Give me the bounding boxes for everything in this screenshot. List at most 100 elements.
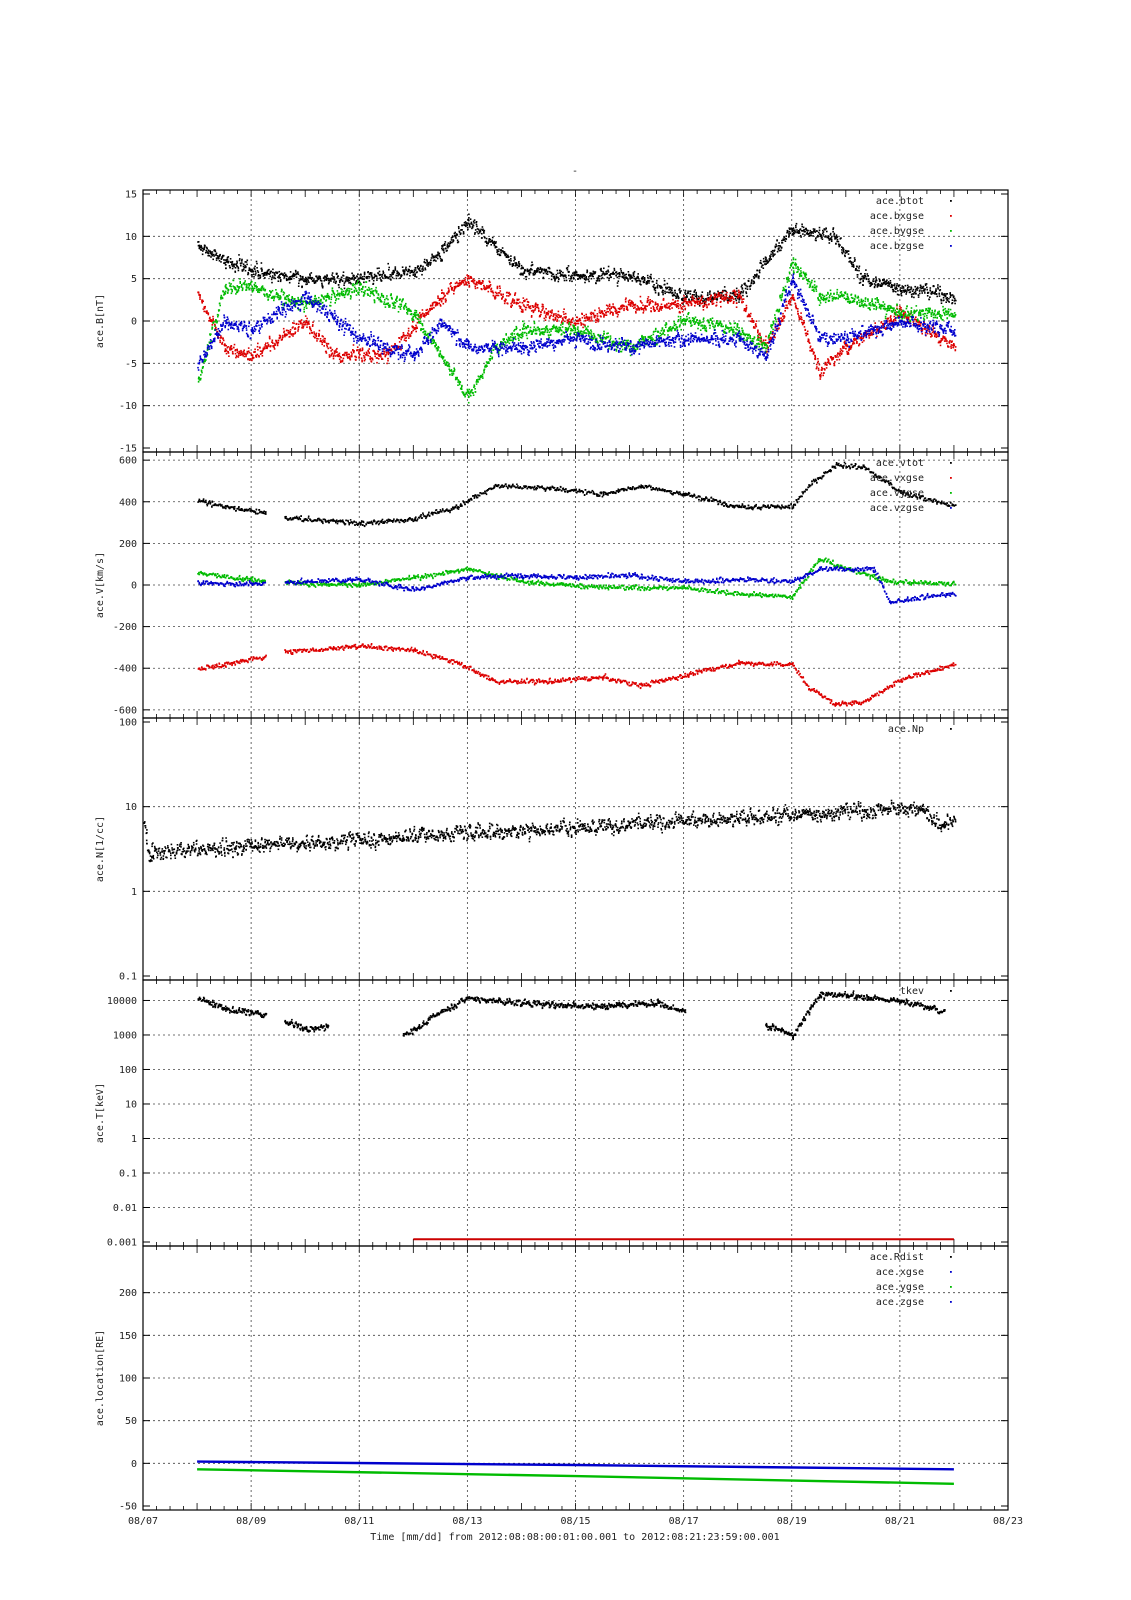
data-point (873, 285, 876, 288)
data-point (481, 237, 483, 239)
data-point (215, 252, 218, 255)
data-point (756, 275, 758, 277)
data-point (878, 280, 881, 283)
data-point (528, 273, 531, 276)
data-point (494, 295, 496, 298)
data-point (367, 349, 369, 352)
data-point (235, 356, 237, 359)
data-point (294, 328, 297, 330)
data-point (330, 277, 333, 280)
data-point (682, 303, 684, 305)
data-point (372, 279, 375, 282)
data-point (399, 277, 401, 279)
data-point (842, 248, 845, 251)
data-point (378, 270, 381, 273)
data-point (438, 299, 441, 302)
data-point (313, 279, 315, 281)
data-point (310, 272, 313, 274)
data-point (832, 227, 835, 229)
data-point (253, 267, 255, 269)
data-point (231, 262, 233, 264)
data-point (765, 257, 767, 259)
data-point (285, 298, 288, 301)
data-point (426, 311, 429, 314)
data-point (735, 296, 738, 298)
data-point (297, 273, 300, 276)
data-point (330, 296, 333, 298)
data-point (660, 303, 663, 306)
data-point (279, 297, 282, 299)
data-point (858, 282, 861, 284)
data-point (266, 345, 268, 347)
data-point (508, 261, 511, 264)
data-point (911, 296, 913, 298)
data-point (376, 352, 379, 355)
data-point (462, 282, 465, 284)
data-point (219, 304, 221, 307)
data-point (257, 291, 259, 293)
data-point (324, 278, 326, 281)
data-point (320, 298, 322, 301)
data-point (641, 276, 643, 279)
data-point (475, 223, 478, 226)
data-point (337, 355, 340, 358)
data-point (474, 229, 477, 231)
data-point (802, 322, 805, 325)
data-point (899, 287, 902, 289)
data-point (534, 307, 537, 310)
data-point (333, 352, 336, 355)
data-point (400, 337, 403, 339)
data-point (473, 279, 476, 282)
data-point (282, 273, 284, 275)
data-point (807, 232, 809, 235)
data-point (728, 297, 730, 300)
data-point (228, 265, 231, 267)
data-point (650, 277, 652, 279)
data-point (522, 304, 525, 306)
data-point (421, 270, 424, 272)
data-point (709, 293, 711, 295)
data-point (717, 290, 719, 293)
data-point (201, 300, 203, 303)
data-point (721, 298, 724, 301)
data-point (336, 354, 339, 356)
data-point (323, 345, 325, 347)
data-point (687, 292, 690, 294)
data-point (833, 232, 836, 235)
data-point (435, 260, 437, 262)
data-point (798, 230, 800, 233)
data-point (321, 343, 323, 346)
data-point (752, 321, 755, 323)
data-point (880, 285, 883, 287)
data-point (426, 260, 428, 263)
data-point (758, 271, 761, 274)
data-point (242, 265, 245, 268)
data-point (820, 233, 822, 236)
data-point (449, 241, 452, 243)
data-point (227, 290, 229, 292)
data-point (263, 293, 265, 296)
data-point (360, 357, 363, 359)
data-point (718, 294, 721, 296)
data-point (569, 323, 572, 326)
data-point (803, 228, 805, 231)
data-point (742, 294, 744, 297)
data-point (473, 282, 475, 285)
data-point (407, 327, 410, 330)
data-point (677, 307, 680, 310)
data-point (405, 268, 407, 270)
data-point (602, 270, 604, 273)
data-point (301, 327, 303, 329)
data-point (674, 301, 676, 304)
data-point (230, 285, 232, 288)
data-point (431, 304, 434, 307)
data-point (822, 231, 825, 233)
data-point (853, 257, 856, 259)
data-point (277, 276, 279, 279)
data-point (229, 349, 231, 351)
data-point (644, 307, 647, 310)
data-point (584, 281, 586, 284)
data-point (541, 309, 543, 311)
data-point (858, 269, 860, 272)
data-point (304, 315, 307, 317)
